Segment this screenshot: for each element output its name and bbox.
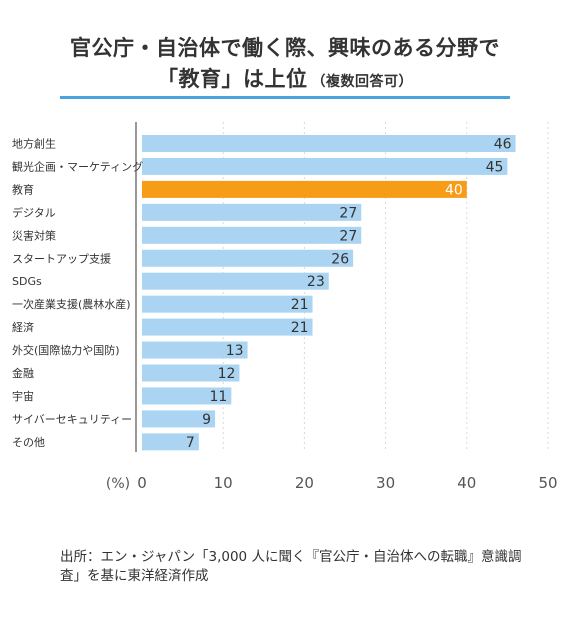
bar (142, 135, 516, 152)
bar (142, 387, 232, 405)
x-tick-label: 0 (137, 474, 147, 492)
x-tick-label: 30 (376, 474, 395, 492)
x-tick-label: 10 (214, 474, 233, 492)
bar (142, 318, 313, 336)
x-tick-label: 20 (295, 474, 314, 492)
bar-chart: 0 10 20 30 40 50 (%) 地方創生 46 観光企画・マーケティング 45 教育 40 デジ… (12, 122, 558, 492)
bar (142, 410, 216, 428)
bar (142, 364, 240, 382)
category-label: 一次産業支援(農林水産) (12, 297, 131, 311)
x-tick-label: 50 (538, 474, 557, 492)
category-label: サイバーセキュリティー (12, 413, 132, 426)
x-unit-label: (%) (106, 476, 130, 492)
value-label: 46 (494, 137, 512, 153)
category-label: 観光企画・マーケティング (12, 159, 143, 173)
bar (142, 180, 467, 198)
chart-title-note: （複数回答可） (311, 74, 413, 90)
category-label: その他 (12, 436, 45, 449)
bar (142, 295, 313, 313)
bar (142, 341, 248, 359)
chart-title-line-2: 「教育」は上位 （複数回答可） (0, 63, 570, 93)
category-label: 教育 (12, 182, 34, 196)
value-label: 21 (291, 320, 309, 336)
value-label: 13 (226, 343, 244, 359)
value-label: 12 (218, 366, 236, 382)
category-label: SDGs (12, 275, 42, 288)
category-label: 経済 (12, 320, 34, 334)
chart-title-main: 「教育」は上位 (157, 67, 308, 91)
value-label: 7 (186, 435, 195, 451)
bar (142, 433, 199, 451)
bar (142, 272, 329, 290)
category-label: 金融 (12, 366, 34, 380)
bar (142, 203, 362, 221)
value-label: 45 (486, 159, 504, 175)
x-tick-label: 40 (457, 474, 476, 492)
title-underline (60, 96, 510, 99)
value-label: 27 (339, 228, 357, 244)
value-label: 11 (209, 389, 227, 405)
source-note: 出所：エン・ジャパン「3,000 人に聞く『官公庁・自治体への転職』意識調査」を… (60, 549, 522, 584)
bar (142, 226, 362, 244)
value-label: 27 (339, 205, 357, 221)
bar (142, 249, 354, 267)
category-label: 地方創生 (12, 137, 56, 151)
value-label: 26 (331, 251, 349, 267)
category-label: 宇宙 (12, 389, 34, 403)
bar (142, 157, 508, 175)
value-label: 9 (202, 412, 211, 428)
value-label: 23 (307, 274, 325, 290)
value-label: 40 (445, 182, 463, 198)
category-label: 災害対策 (12, 228, 56, 242)
category-label: 外交(国際協力や国防) (12, 343, 120, 357)
value-label: 21 (291, 297, 309, 313)
chart-title-line-1: 官公庁・自治体で働く際、興味のある分野で (70, 36, 500, 60)
category-label: スタートアップ支援 (12, 251, 111, 265)
category-label: デジタル (12, 205, 56, 219)
